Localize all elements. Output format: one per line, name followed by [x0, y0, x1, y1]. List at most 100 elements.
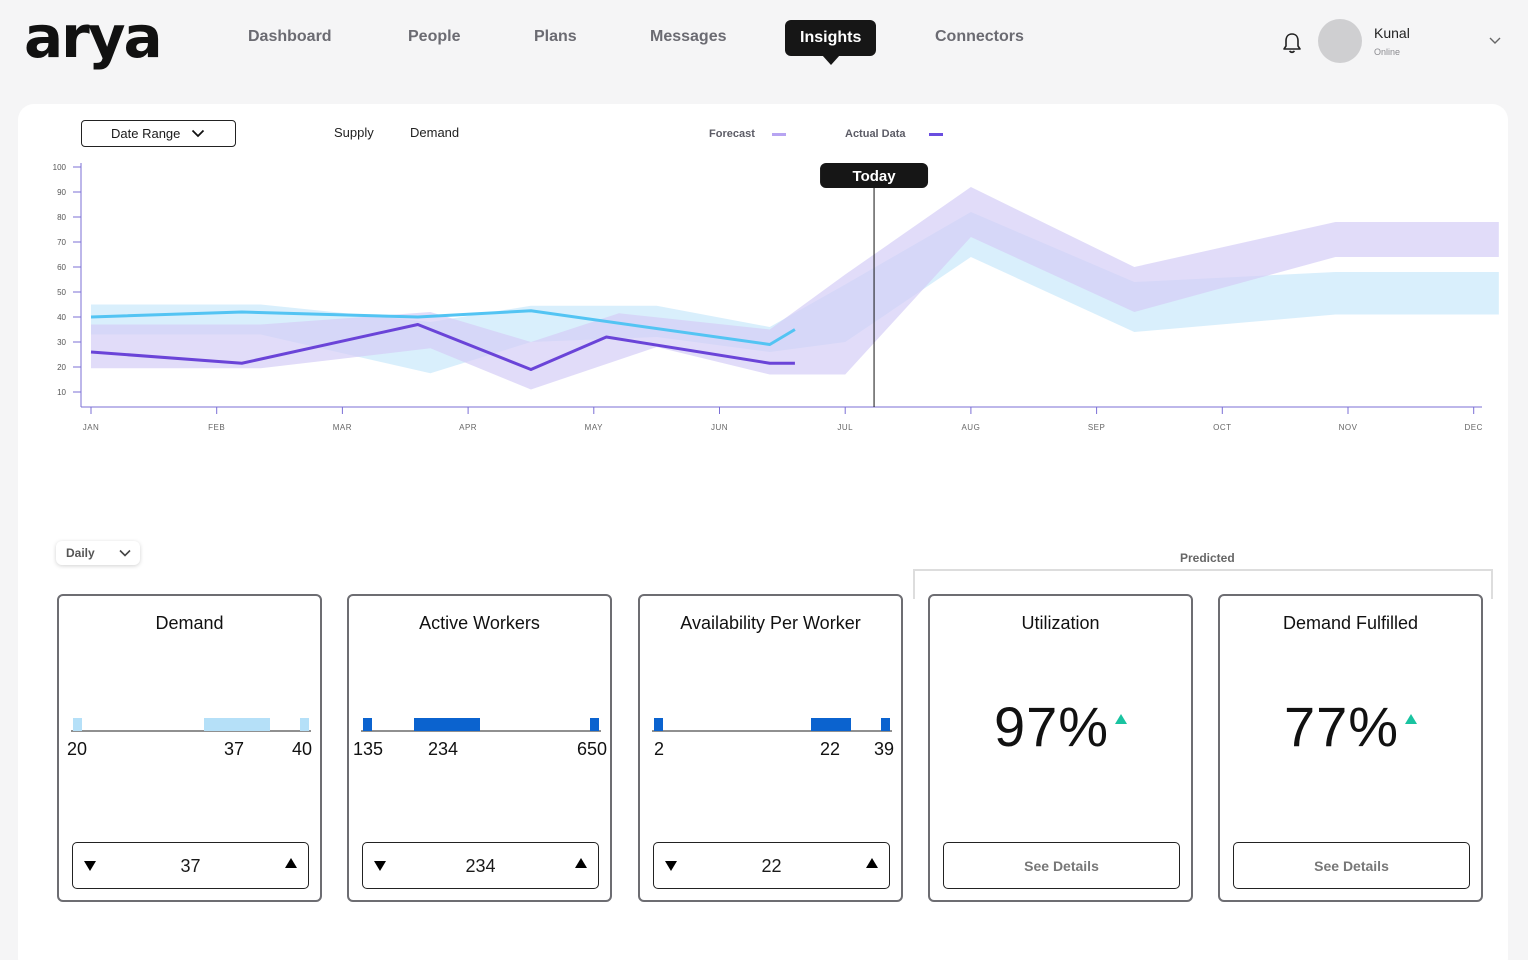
increment-button[interactable] — [866, 858, 878, 868]
logo[interactable]: arya — [24, 3, 163, 71]
nav-people[interactable]: People — [408, 28, 461, 45]
range-mid: 22 — [820, 739, 841, 759]
increment-button[interactable] — [575, 858, 587, 868]
tab-demand[interactable]: Demand — [410, 125, 460, 140]
increment-button[interactable] — [285, 858, 297, 868]
range-bar — [71, 718, 311, 732]
x-tick-label: MAR — [333, 423, 352, 432]
x-tick-label: JAN — [83, 423, 100, 432]
avatar[interactable] — [1318, 19, 1362, 63]
card-title: Demand — [155, 613, 224, 633]
supply-demand-chart: 10 20 30 40 50 60 70 80 90 100 JAN FEB MAR APR MAY JUN J… — [53, 163, 1499, 432]
y-tick-label: 10 — [57, 388, 66, 397]
user-status: Online — [1374, 47, 1401, 57]
chevron-down-icon[interactable] — [1488, 35, 1502, 45]
y-tick-label: 70 — [57, 238, 66, 247]
range-max-mark — [881, 718, 890, 731]
see-details-button[interactable]: See Details — [1233, 842, 1470, 889]
nav-insights[interactable]: Insights — [785, 20, 877, 65]
x-tick-label: NOV — [1339, 423, 1358, 432]
range-max: 40 — [292, 739, 313, 759]
nav-plans[interactable]: Plans — [534, 28, 577, 45]
availability-stepper[interactable]: 22 — [653, 842, 890, 889]
y-tick-label: 80 — [57, 213, 66, 222]
card-availability-per-worker: Availability Per Worker 2 22 39 22 — [638, 594, 903, 902]
forecast-band-1 — [91, 187, 1499, 390]
card-utilization: Utilization 97% See Details — [928, 594, 1193, 902]
range-bar — [361, 718, 601, 732]
x-tick-label: FEB — [208, 423, 225, 432]
predicted-label: Predicted — [1180, 551, 1235, 565]
series-line-1 — [90, 323, 795, 371]
chevron-down-icon — [119, 549, 131, 557]
y-tick-label: 40 — [57, 313, 66, 322]
range-mid-mark — [204, 718, 270, 731]
range-max-mark — [590, 718, 599, 731]
x-tick-label: SEP — [1088, 423, 1106, 432]
utilization-value: 97% — [930, 694, 1191, 759]
range-max: 650 — [577, 739, 608, 759]
card-demand: Demand 20 37 40 37 — [57, 594, 322, 902]
range-bar — [652, 718, 892, 732]
range-mid: 234 — [428, 739, 459, 759]
card-title: Availability Per Worker — [680, 613, 861, 633]
card-title: Active Workers — [419, 613, 540, 633]
card-title: Demand Fulfilled — [1282, 613, 1419, 633]
x-tick-label: APR — [459, 423, 477, 432]
tab-supply[interactable]: Supply — [334, 125, 374, 140]
today-badge — [820, 163, 929, 188]
legend-actual-swatch — [929, 133, 943, 136]
range-mid-mark — [811, 718, 851, 731]
active-workers-stepper[interactable]: 234 — [362, 842, 599, 889]
trend-up-icon — [1405, 714, 1418, 724]
legend-actual-label: Actual Data — [845, 128, 906, 140]
decrement-button[interactable] — [374, 861, 386, 871]
predicted-bracket — [913, 569, 1493, 599]
range-min-mark — [73, 718, 82, 731]
nav-connectors[interactable]: Connectors — [935, 28, 1024, 45]
y-tick-label: 60 — [57, 263, 66, 272]
decrement-button[interactable] — [84, 861, 96, 871]
y-tick-label: 50 — [57, 288, 66, 297]
demand-stepper[interactable]: 37 — [72, 842, 309, 889]
card-demand-fulfilled: Demand Fulfilled 77% See Details — [1218, 594, 1483, 902]
chevron-down-icon — [191, 129, 205, 138]
nav-messages[interactable]: Messages — [650, 28, 727, 45]
y-tick-label: 20 — [57, 363, 66, 372]
stepper-value: 37 — [180, 856, 201, 876]
range-min: 135 — [353, 739, 384, 759]
nav-dashboard[interactable]: Dashboard — [248, 28, 332, 45]
range-min: 20 — [67, 739, 88, 759]
x-tick-label: JUN — [711, 423, 728, 432]
range-max: 39 — [874, 739, 895, 759]
decrement-button[interactable] — [665, 861, 677, 871]
see-details-button[interactable]: See Details — [943, 842, 1180, 889]
stepper-value: 234 — [465, 856, 496, 876]
series-line-0 — [90, 309, 796, 346]
date-range-label: Date Range — [111, 126, 181, 141]
granularity-dropdown[interactable]: Daily — [56, 541, 140, 565]
user-name[interactable]: Kunal — [1374, 25, 1410, 41]
demand-fulfilled-value: 77% — [1220, 694, 1481, 759]
card-active-workers: Active Workers 135 234 650 234 — [347, 594, 612, 902]
main-nav: Dashboard People Plans Messages Insights… — [0, 0, 1100, 76]
x-tick-label: DEC — [1465, 423, 1483, 432]
bell-icon[interactable] — [1282, 32, 1302, 54]
legend-forecast-label: Forecast — [709, 128, 755, 140]
y-tick-label: 100 — [53, 163, 67, 172]
stepper-value: 22 — [761, 856, 782, 876]
card-title: Utilization — [1021, 613, 1100, 633]
granularity-label: Daily — [66, 546, 95, 560]
demand-fulfilled-percent: 77% — [1283, 695, 1400, 758]
today-label: Today — [853, 168, 897, 185]
date-range-dropdown[interactable]: Date Range — [81, 120, 236, 147]
trend-up-icon — [1115, 714, 1128, 724]
range-mid: 37 — [224, 739, 245, 759]
x-tick-label: MAY — [585, 423, 603, 432]
x-tick-label: AUG — [961, 423, 980, 432]
x-tick-label: JUL — [837, 423, 853, 432]
y-tick-label: 30 — [57, 338, 66, 347]
range-max-mark — [300, 718, 309, 731]
legend-forecast-swatch — [772, 133, 786, 136]
utilization-percent: 97% — [993, 695, 1110, 758]
